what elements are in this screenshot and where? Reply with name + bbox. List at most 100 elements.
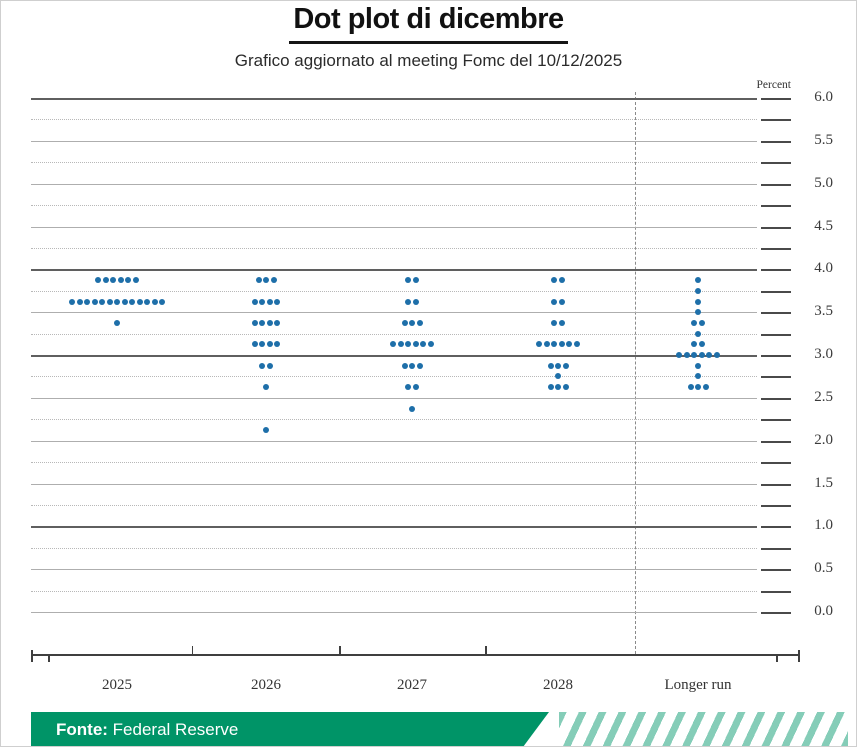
x-axis-endcap [31, 650, 33, 662]
y-gridline [31, 269, 757, 272]
projection-dot [259, 298, 266, 305]
projection-dot [263, 277, 269, 283]
projection-dot [412, 341, 419, 348]
y-axis-tick [761, 376, 791, 379]
projection-dot [698, 341, 705, 348]
projection-dot [151, 298, 158, 305]
projection-dot [102, 277, 109, 283]
projection-dot [536, 341, 543, 348]
y-gridline [31, 355, 757, 357]
y-axis-tick [761, 119, 791, 122]
projection-dot [274, 341, 281, 348]
projection-dot [566, 341, 573, 348]
projection-dot [136, 298, 143, 305]
x-axis-tick [776, 654, 778, 662]
projection-dot [144, 298, 150, 305]
projection-dot [427, 341, 434, 348]
y-gridline [31, 226, 757, 228]
projection-dot [405, 277, 412, 283]
projection-dot [274, 319, 281, 326]
y-axis-tick [761, 526, 791, 529]
y-gridline [31, 526, 757, 529]
projection-dot [405, 341, 412, 348]
y-axis-tick [761, 355, 791, 357]
x-axis-category-label: Longer run [664, 677, 732, 693]
y-axis-unit-label: Percent [756, 79, 791, 91]
y-axis-tick [761, 483, 791, 486]
y-gridline [31, 333, 757, 335]
projection-dot [551, 341, 558, 348]
projection-dot [106, 298, 113, 305]
projection-dot [695, 384, 701, 391]
y-gridline [31, 462, 757, 464]
projection-dot [251, 341, 258, 348]
projection-dot [555, 384, 561, 391]
y-axis-tick [761, 247, 791, 250]
projection-dot [555, 373, 561, 380]
y-axis-label: 5.0 [814, 174, 833, 191]
projection-dot [125, 277, 132, 283]
y-axis-tick [761, 462, 791, 465]
y-axis-label: 5.5 [814, 131, 833, 148]
projection-dot [110, 277, 117, 283]
projection-dot [401, 319, 408, 326]
y-axis-tick [761, 569, 791, 572]
projection-dot [84, 298, 90, 305]
projection-dot [547, 362, 554, 369]
y-axis-label: 3.5 [814, 303, 833, 320]
projection-dot [95, 277, 102, 283]
y-axis-tick [761, 547, 791, 550]
page-title: Dot plot di dicembre [289, 3, 568, 44]
projection-dot [551, 319, 558, 326]
y-gridline [31, 504, 757, 506]
projection-dot [401, 362, 408, 369]
projection-dot [412, 298, 419, 305]
projection-dot [416, 362, 423, 369]
y-gridline [31, 483, 757, 485]
projection-dot [91, 298, 98, 305]
y-axis-tick [761, 290, 791, 293]
y-gridline [31, 547, 757, 549]
projection-dot [114, 319, 120, 326]
y-gridline [31, 612, 757, 613]
y-axis-tick [761, 98, 791, 100]
x-axis-category-label: 2025 [102, 677, 132, 693]
y-axis-label: 2.0 [814, 431, 833, 448]
projection-dot [702, 384, 709, 391]
y-axis-label: 4.5 [814, 217, 833, 234]
projection-dot [390, 341, 397, 348]
projection-dot [266, 362, 273, 369]
projection-dot [117, 277, 124, 283]
x-axis-tick [48, 654, 50, 662]
projection-dot [691, 341, 698, 348]
projection-dot [683, 352, 690, 358]
y-gridline [31, 419, 757, 421]
projection-dot [547, 384, 554, 391]
y-axis-tick [761, 140, 791, 143]
projection-dot [713, 352, 720, 358]
projection-dot [562, 384, 569, 391]
projection-dot [251, 319, 258, 326]
y-gridline [31, 290, 757, 292]
y-axis-tick [761, 504, 791, 507]
y-gridline [31, 140, 757, 142]
y-gridline [31, 119, 757, 121]
y-gridline [31, 376, 757, 378]
projection-dot [543, 341, 550, 348]
projection-dot [691, 319, 698, 326]
y-gridline [31, 162, 757, 164]
x-axis-category-label: 2027 [397, 677, 427, 693]
projection-dot [695, 277, 701, 283]
y-axis-tick [761, 205, 791, 208]
x-axis-category-label: 2026 [251, 677, 281, 693]
projection-dot [259, 341, 266, 348]
y-axis-tick [761, 312, 791, 315]
x-axis-category-label: 2028 [543, 677, 573, 693]
y-axis-label: 1.5 [814, 474, 833, 491]
y-axis-label: 1.0 [814, 517, 833, 534]
projection-dot [405, 298, 412, 305]
projection-dot [259, 319, 266, 326]
chart-subtitle: Grafico aggiornato al meeting Fomc del 1… [234, 51, 623, 70]
